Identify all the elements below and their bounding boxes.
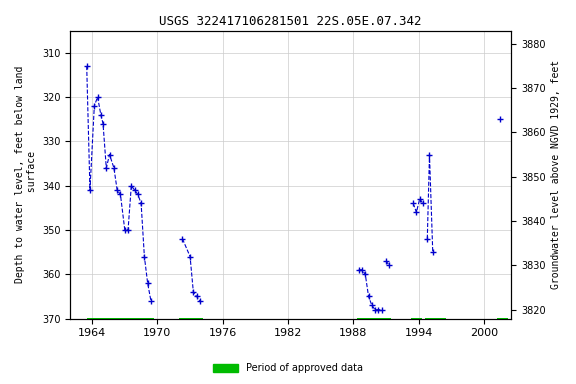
- Y-axis label: Depth to water level, feet below land
 surface: Depth to water level, feet below land su…: [15, 66, 37, 283]
- Bar: [497, 318, 508, 321]
- Legend: Period of approved data: Period of approved data: [210, 359, 366, 377]
- Bar: [411, 318, 422, 321]
- Bar: [87, 318, 154, 321]
- Title: USGS 322417106281501 22S.05E.07.342: USGS 322417106281501 22S.05E.07.342: [160, 15, 422, 28]
- Bar: [425, 318, 446, 321]
- Bar: [179, 318, 203, 321]
- Y-axis label: Groundwater level above NGVD 1929, feet: Groundwater level above NGVD 1929, feet: [551, 60, 561, 289]
- Bar: [357, 318, 392, 321]
